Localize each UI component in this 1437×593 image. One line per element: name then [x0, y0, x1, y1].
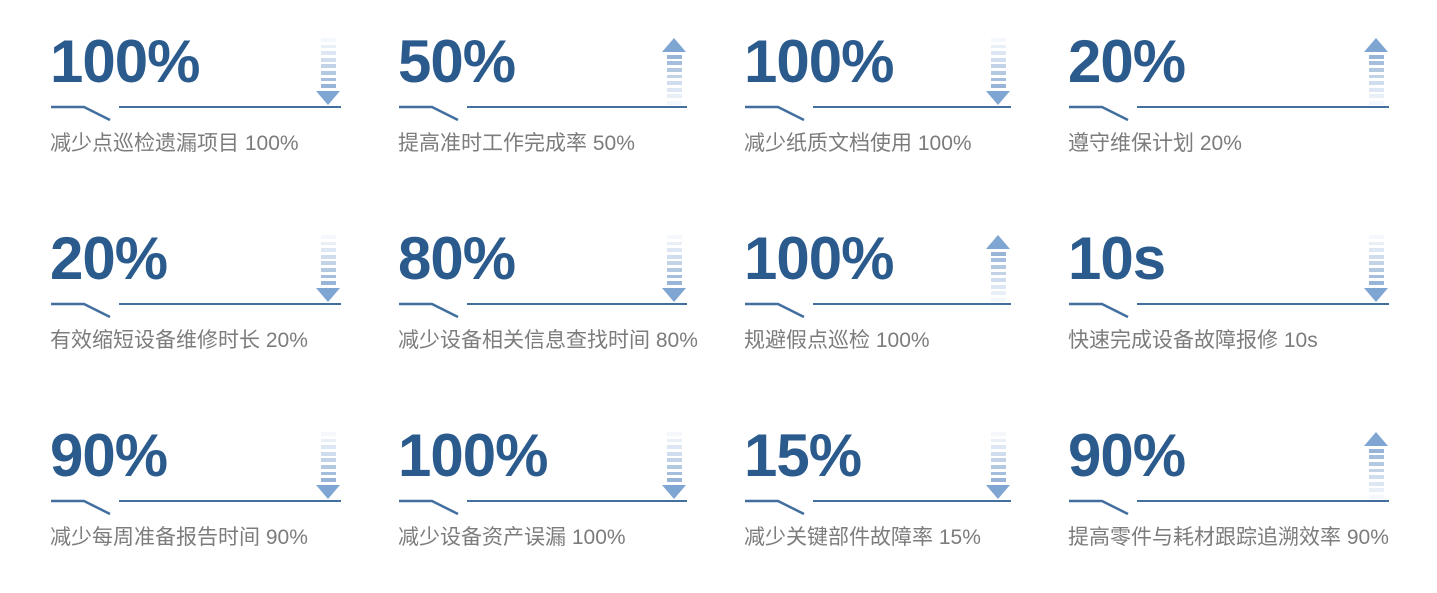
stat-description: 规避假点巡检 100%: [744, 329, 930, 352]
stat-description: 减少关键部件故障率 15%: [744, 526, 981, 549]
stat-description: 有效缩短设备维修时长 20%: [50, 329, 308, 352]
stat-value: 100%: [744, 225, 894, 292]
stat-value: 50%: [398, 28, 516, 95]
stat-value: 10s: [1068, 225, 1166, 292]
stat-value: 90%: [50, 422, 168, 489]
divider: [50, 104, 341, 122]
stat-card: 90% 减少每周准备报告时间 90%: [50, 426, 341, 552]
divider: [1068, 498, 1389, 516]
divider: [744, 301, 1011, 319]
arrow-down-icon: [316, 38, 340, 105]
stat-description: 减少设备资产误漏 100%: [398, 526, 626, 549]
stat-card: 100% 规避假点巡检 100%: [744, 229, 1011, 355]
divider: [1068, 301, 1389, 319]
stat-description: 减少点巡检遗漏项目 100%: [50, 132, 299, 155]
stat-card: 20% 遵守维保计划 20%: [1068, 32, 1389, 158]
stat-card: 50% 提高准时工作完成率 50%: [398, 32, 687, 158]
arrow-down-icon: [986, 38, 1010, 105]
stat-description: 快速完成设备故障报修 10s: [1068, 329, 1318, 352]
arrow-up-icon: [1364, 38, 1388, 105]
divider: [50, 498, 341, 516]
arrow-down-icon: [662, 235, 686, 302]
stat-description: 遵守维保计划 20%: [1068, 132, 1242, 155]
divider: [744, 498, 1011, 516]
stat-description: 提高零件与耗材跟踪追溯效率 90%: [1068, 526, 1389, 549]
stat-value: 80%: [398, 225, 516, 292]
stat-value: 90%: [1068, 422, 1186, 489]
stat-value: 20%: [1068, 28, 1186, 95]
stat-value: 20%: [50, 225, 168, 292]
arrow-down-icon: [662, 432, 686, 499]
arrow-up-icon: [662, 38, 686, 105]
divider: [398, 301, 687, 319]
divider: [50, 301, 341, 319]
stat-description: 减少设备相关信息查找时间 80%: [398, 329, 698, 352]
arrow-up-icon: [986, 235, 1010, 302]
kpi-stats-grid: 100% 减少点巡检遗漏项目 100% 50% 提高准时工作完成率 50% 10…: [50, 32, 1389, 552]
divider: [744, 104, 1011, 122]
divider: [398, 498, 687, 516]
divider: [1068, 104, 1389, 122]
arrow-down-icon: [316, 235, 340, 302]
stat-description: 减少每周准备报告时间 90%: [50, 526, 308, 549]
stat-description: 提高准时工作完成率 50%: [398, 132, 635, 155]
arrow-down-icon: [986, 432, 1010, 499]
stat-value: 100%: [398, 422, 548, 489]
stat-card: 20% 有效缩短设备维修时长 20%: [50, 229, 341, 355]
stat-card: 100% 减少设备资产误漏 100%: [398, 426, 687, 552]
stat-card: 10s 快速完成设备故障报修 10s: [1068, 229, 1389, 355]
arrow-down-icon: [316, 432, 340, 499]
arrow-up-icon: [1364, 432, 1388, 499]
stat-value: 100%: [744, 28, 894, 95]
stat-card: 100% 减少点巡检遗漏项目 100%: [50, 32, 341, 158]
stat-card: 90% 提高零件与耗材跟踪追溯效率 90%: [1068, 426, 1389, 552]
arrow-down-icon: [1364, 235, 1388, 302]
stat-card: 15% 减少关键部件故障率 15%: [744, 426, 1011, 552]
stat-description: 减少纸质文档使用 100%: [744, 132, 972, 155]
stat-card: 100% 减少纸质文档使用 100%: [744, 32, 1011, 158]
stat-card: 80% 减少设备相关信息查找时间 80%: [398, 229, 698, 355]
stat-value: 15%: [744, 422, 862, 489]
stat-value: 100%: [50, 28, 200, 95]
divider: [398, 104, 687, 122]
